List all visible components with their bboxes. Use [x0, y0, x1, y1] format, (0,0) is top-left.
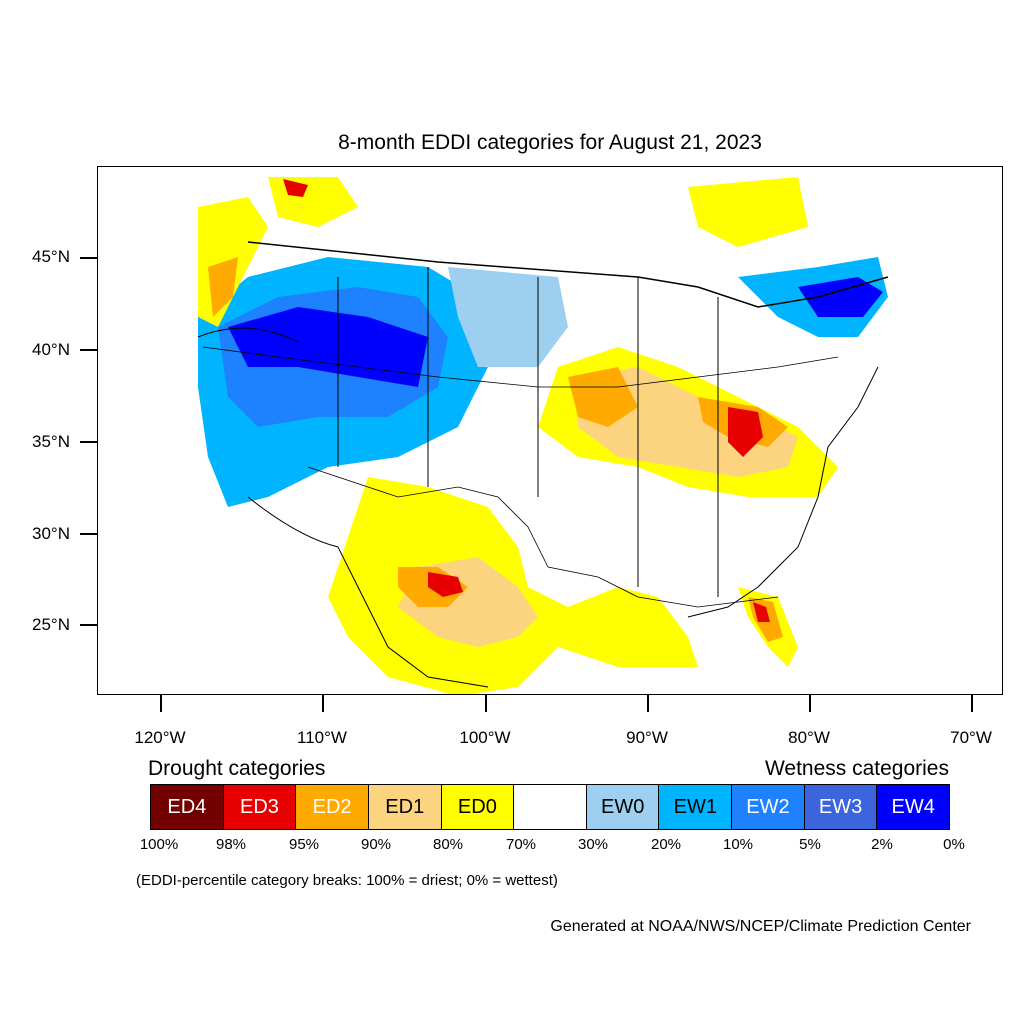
legend-box-ew4: EW4	[877, 785, 950, 829]
lat-label-25: 25°N	[32, 615, 70, 634]
political-boundaries	[197, 241, 889, 688]
legend-box-ed4: ED4	[151, 785, 224, 829]
legend-box-ed0: ED0	[441, 785, 515, 829]
legend-box-ed1: ED1	[368, 785, 442, 829]
percent-label: 30%	[577, 836, 609, 853]
percent-label: 90%	[360, 836, 392, 853]
percent-label: 2%	[871, 836, 893, 853]
credit-line: Generated at NOAA/NWS/NCEP/Climate Predi…	[550, 918, 971, 935]
percent-label: 100%	[139, 836, 179, 853]
conus-eddi-map	[197, 177, 889, 694]
category-legend-bar: ED4 ED3 ED2 ED1 ED0 EW0 EW1 EW2 EW3 EW4	[150, 784, 950, 830]
lon-label-120: 120°W	[134, 728, 186, 747]
lat-label-35: 35°N	[32, 432, 70, 451]
category-fill-regions	[198, 177, 888, 694]
drought-categories-heading: Drought categories	[148, 757, 326, 780]
map-title: 8-month EDDI categories for August 21, 2…	[338, 131, 762, 154]
lon-tick	[647, 695, 649, 712]
legend-box-ew2: EW2	[732, 785, 805, 829]
legend-box-ew1: EW1	[659, 785, 733, 829]
lon-tick	[485, 695, 487, 712]
lat-label-40: 40°N	[32, 340, 70, 359]
lon-tick	[971, 695, 973, 712]
percent-label: 5%	[799, 836, 821, 853]
lat-tick	[80, 257, 97, 259]
percent-label: 0%	[943, 836, 965, 853]
lon-label-80: 80°W	[788, 728, 830, 747]
percent-label: 95%	[288, 836, 320, 853]
lat-tick	[80, 349, 97, 351]
legend-box-ew3: EW3	[804, 785, 878, 829]
wetness-categories-heading: Wetness categories	[764, 757, 949, 780]
percent-label: 10%	[722, 836, 754, 853]
lon-tick	[160, 695, 162, 712]
legend-box-ew0: EW0	[586, 785, 660, 829]
map-panel	[97, 166, 1003, 695]
percent-label: 20%	[650, 836, 682, 853]
lat-label-45: 45°N	[32, 247, 70, 266]
legend-box-normal	[514, 785, 587, 829]
lon-label-70: 70°W	[950, 728, 992, 747]
lon-label-100: 100°W	[459, 728, 511, 747]
lon-label-90: 90°W	[626, 728, 668, 747]
lat-tick	[80, 441, 97, 443]
legend-box-ed2: ED2	[296, 785, 369, 829]
lat-tick	[80, 533, 97, 535]
legend-box-ed3: ED3	[223, 785, 297, 829]
lat-label-30: 30°N	[32, 524, 70, 543]
lon-tick	[809, 695, 811, 712]
category-breaks-note: (EDDI-percentile category breaks: 100% =…	[136, 872, 558, 889]
percent-label: 80%	[432, 836, 464, 853]
lon-label-110: 110°W	[297, 728, 347, 747]
lat-tick	[80, 624, 97, 626]
lon-tick	[322, 695, 324, 712]
percent-label: 70%	[505, 836, 537, 853]
percent-label: 98%	[215, 836, 247, 853]
